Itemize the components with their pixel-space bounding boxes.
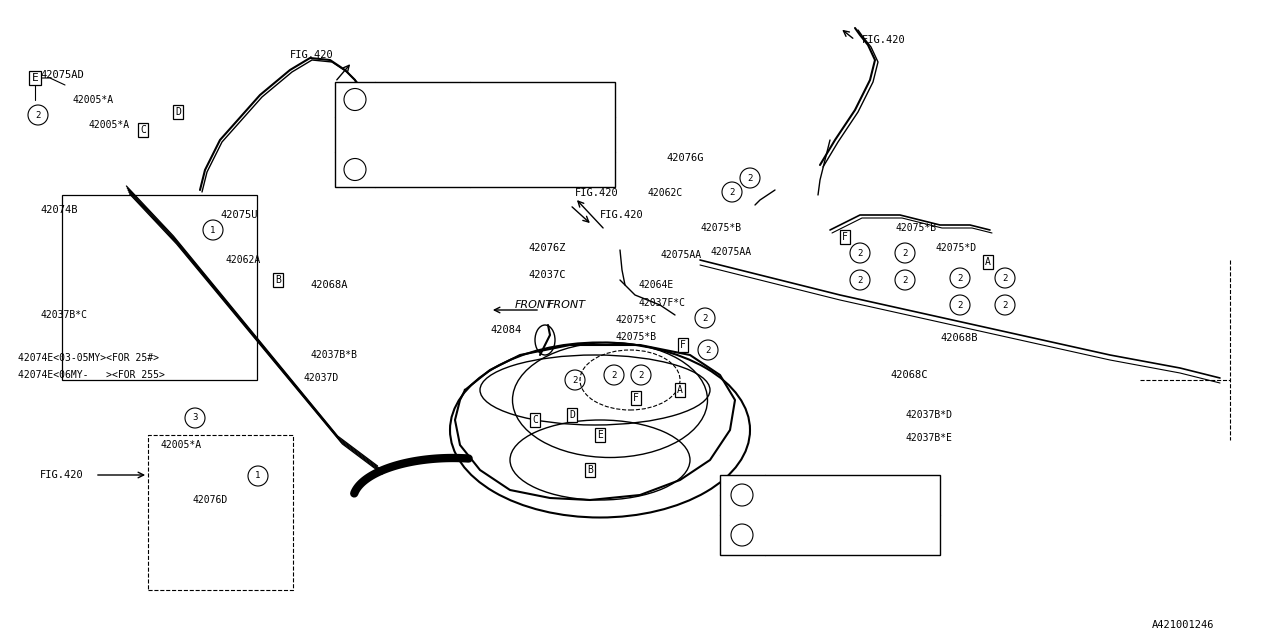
Text: 42075U: 42075U (220, 210, 257, 220)
Bar (61, 195, 257, 380)
Text: 2: 2 (748, 173, 753, 182)
Text: 3: 3 (192, 413, 197, 422)
Bar (721, 475, 940, 555)
Text: 42084: 42084 (490, 325, 521, 335)
Text: 2: 2 (858, 275, 863, 285)
Text: 42037B*B: 42037B*B (310, 350, 357, 360)
Text: 1: 1 (210, 225, 216, 234)
Text: 42037B*D: 42037B*D (905, 410, 952, 420)
Text: 42037D: 42037D (303, 373, 338, 383)
Text: F: F (842, 232, 847, 242)
Text: 2: 2 (572, 376, 577, 385)
Text: FRONT: FRONT (515, 300, 553, 310)
Text: 42075*B: 42075*B (614, 332, 657, 342)
Text: 42075*B: 42075*B (895, 223, 936, 233)
Text: 42076G: 42076G (666, 153, 704, 163)
Text: FIG.420: FIG.420 (600, 210, 644, 220)
Text: A421001246: A421001246 (1152, 620, 1215, 630)
Text: 2: 2 (612, 371, 617, 380)
Text: 2: 2 (902, 275, 908, 285)
Text: D: D (570, 410, 575, 420)
Text: 42068C: 42068C (890, 370, 928, 380)
Text: 42068B: 42068B (940, 333, 978, 343)
Text: D: D (175, 107, 180, 117)
Text: FIG.420: FIG.420 (40, 470, 83, 480)
Text: 42075AA: 42075AA (710, 247, 751, 257)
Text: 2: 2 (639, 371, 644, 380)
Text: C: C (532, 415, 538, 425)
Text: <05MY0409-      >: <05MY0409- > (480, 132, 580, 143)
Text: 42068A: 42068A (310, 280, 347, 290)
Text: FIG.420: FIG.420 (861, 35, 906, 45)
Text: C: C (140, 125, 146, 135)
Text: 2: 2 (1002, 273, 1007, 282)
Text: 3: 3 (739, 490, 745, 500)
Text: F: F (680, 340, 686, 350)
Text: 42005*B  (0606-): 42005*B (0606-) (774, 492, 876, 502)
Text: 0923S*B: 0923S*B (385, 97, 429, 108)
Text: E: E (32, 73, 38, 83)
Text: 42075AD: 42075AD (40, 70, 83, 80)
Text: W170069: W170069 (385, 132, 429, 143)
Bar (335, 82, 614, 187)
Text: 2: 2 (352, 164, 358, 175)
Text: FIG.420: FIG.420 (575, 188, 618, 198)
Text: FRONT: FRONT (548, 300, 586, 310)
Text: 2: 2 (1002, 301, 1007, 310)
Text: 42062A: 42062A (225, 255, 260, 265)
Text: 42037B*C: 42037B*C (40, 310, 87, 320)
Text: 1: 1 (255, 472, 261, 481)
Text: 42062C: 42062C (646, 188, 682, 198)
Text: 42037C: 42037C (529, 270, 566, 280)
Text: 1: 1 (352, 95, 358, 104)
Text: B: B (588, 465, 593, 475)
Text: 42075AA: 42075AA (660, 250, 701, 260)
Text: 42005*A: 42005*A (88, 120, 129, 130)
Text: 42064E: 42064E (637, 280, 673, 290)
Text: 0923S*A: 0923S*A (385, 168, 429, 177)
Text: 42005*A: 42005*A (72, 95, 113, 105)
Text: 2: 2 (957, 301, 963, 310)
Text: E: E (596, 430, 603, 440)
Text: 42005*A: 42005*A (160, 440, 201, 450)
Text: 42075*B: 42075*B (700, 223, 741, 233)
Text: 42075*D: 42075*D (934, 243, 977, 253)
Text: 42075*C: 42075*C (614, 315, 657, 325)
Text: 42005*A  (-0606): 42005*A (-0606) (774, 532, 876, 542)
Text: 2: 2 (858, 248, 863, 257)
Text: 42037B*E: 42037B*E (905, 433, 952, 443)
Text: 42076D: 42076D (192, 495, 228, 505)
Text: A: A (677, 385, 684, 395)
Text: 2: 2 (705, 346, 710, 355)
Text: <03MY-05MY0408>: <03MY-05MY0408> (480, 97, 568, 108)
Text: 42076Z: 42076Z (529, 243, 566, 253)
Text: FIG.420: FIG.420 (291, 50, 334, 60)
Text: 42074B: 42074B (40, 205, 78, 215)
Text: 2: 2 (902, 248, 908, 257)
Text: 2: 2 (703, 314, 708, 323)
Bar (148, 435, 293, 590)
Text: 2: 2 (730, 188, 735, 196)
Text: 42037F*C: 42037F*C (637, 298, 685, 308)
Text: 2: 2 (957, 273, 963, 282)
Text: A: A (986, 257, 991, 267)
Text: 2: 2 (36, 111, 41, 120)
Text: B: B (275, 275, 280, 285)
Text: 42074E<03-05MY><FOR 25#>: 42074E<03-05MY><FOR 25#> (18, 353, 159, 363)
Text: 3: 3 (739, 530, 745, 540)
Text: F: F (634, 393, 639, 403)
Text: 42074E<06MY-   ><FOR 255>: 42074E<06MY- ><FOR 255> (18, 370, 165, 380)
